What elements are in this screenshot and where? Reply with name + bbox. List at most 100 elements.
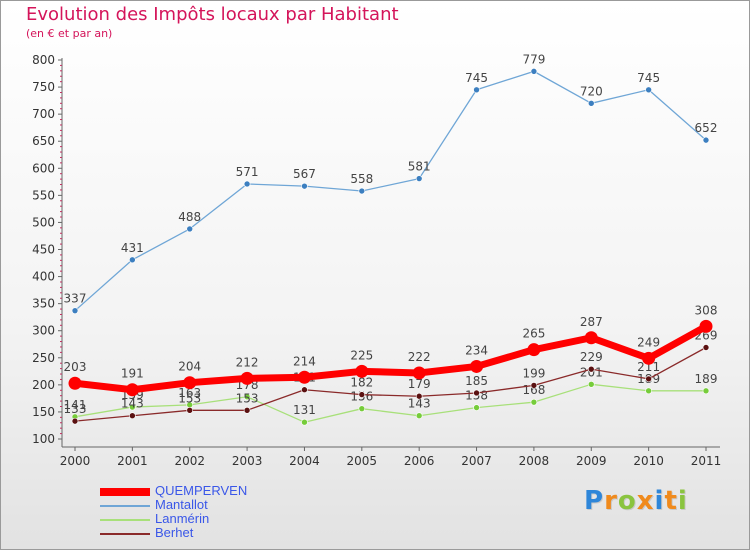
legend-swatch bbox=[100, 505, 150, 507]
data-point-quemperven bbox=[412, 366, 426, 380]
data-label-quemperven: 265 bbox=[522, 327, 545, 341]
data-point-berhet bbox=[186, 407, 194, 414]
data-point-lanm-rin bbox=[702, 387, 710, 395]
legend-item: Lanmérin bbox=[100, 511, 360, 527]
data-point-lanm-rin bbox=[243, 393, 251, 401]
data-label-mantallot: 745 bbox=[465, 71, 488, 85]
data-point-lanm-rin bbox=[645, 387, 652, 395]
series-line-lanm-rin bbox=[74, 383, 706, 423]
data-point-quemperven bbox=[240, 371, 254, 385]
data-label-quemperven: 225 bbox=[350, 348, 373, 362]
x-tick-label: 2007 bbox=[461, 454, 492, 468]
data-point-mantallot bbox=[645, 86, 652, 94]
x-tick-label: 2004 bbox=[289, 454, 320, 468]
data-label-quemperven: 234 bbox=[465, 343, 488, 357]
legend-label: Berhet bbox=[155, 525, 194, 540]
data-label-mantallot: 337 bbox=[64, 292, 87, 306]
x-tick-label: 2006 bbox=[404, 454, 435, 468]
y-tick-label: 500 bbox=[32, 215, 55, 229]
data-point-mantallot bbox=[71, 307, 79, 314]
logo-letter: o bbox=[617, 486, 637, 516]
data-label-mantallot: 567 bbox=[293, 167, 316, 181]
data-label-quemperven: 204 bbox=[178, 360, 201, 374]
data-point-berhet bbox=[243, 407, 251, 414]
data-point-quemperven bbox=[584, 331, 598, 345]
y-tick-label: 800 bbox=[32, 53, 55, 67]
legend-label: Lanmérin bbox=[155, 511, 210, 526]
data-point-berhet bbox=[587, 365, 595, 373]
data-point-mantallot bbox=[530, 68, 538, 75]
data-label-berhet: 182 bbox=[350, 376, 373, 390]
y-tick-label: 350 bbox=[32, 297, 55, 311]
data-label-berhet: 153 bbox=[178, 391, 201, 405]
data-label-berhet: 211 bbox=[637, 360, 660, 374]
data-point-lanm-rin bbox=[129, 403, 136, 411]
data-point-berhet bbox=[129, 412, 136, 420]
x-tick-label: 2000 bbox=[60, 454, 91, 468]
data-label-lanm-rin: 131 bbox=[293, 403, 316, 417]
series-line-quemperven bbox=[74, 323, 708, 394]
data-label-berhet: 143 bbox=[121, 397, 144, 411]
data-label-lanm-rin: 189 bbox=[695, 372, 718, 386]
data-point-lanm-rin bbox=[358, 405, 366, 412]
y-tick-label: 200 bbox=[32, 378, 55, 392]
x-tick-label: 2003 bbox=[232, 454, 263, 468]
data-point-berhet bbox=[415, 392, 423, 400]
data-point-lanm-rin bbox=[473, 404, 480, 411]
logo-letter: x bbox=[636, 486, 655, 516]
data-label-lanm-rin: 143 bbox=[408, 397, 431, 411]
data-point-mantallot bbox=[473, 86, 480, 94]
data-point-mantallot bbox=[129, 256, 136, 264]
data-label-mantallot: 558 bbox=[350, 172, 373, 186]
y-tick-label: 600 bbox=[32, 161, 55, 175]
y-tick-label: 750 bbox=[32, 80, 55, 94]
data-point-quemperven bbox=[527, 343, 541, 357]
logo-letter: P bbox=[584, 486, 605, 516]
data-point-quemperven bbox=[470, 359, 484, 373]
data-label-mantallot: 571 bbox=[236, 165, 259, 179]
data-point-quemperven bbox=[125, 383, 139, 397]
data-point-berhet bbox=[530, 382, 538, 389]
data-label-mantallot: 779 bbox=[522, 52, 545, 66]
legend-swatch bbox=[100, 488, 150, 496]
logo-letter: t bbox=[664, 486, 678, 516]
data-point-mantallot bbox=[301, 182, 308, 190]
data-point-mantallot bbox=[358, 187, 366, 195]
data-point-berhet bbox=[358, 391, 366, 398]
data-point-mantallot bbox=[587, 100, 595, 107]
series-line-berhet bbox=[74, 346, 707, 422]
legend-swatch bbox=[100, 519, 150, 521]
data-point-berhet bbox=[702, 344, 710, 351]
data-point-quemperven bbox=[297, 370, 311, 384]
data-point-quemperven bbox=[355, 364, 369, 378]
data-point-lanm-rin bbox=[530, 398, 538, 406]
x-tick-label: 2010 bbox=[633, 454, 664, 468]
y-tick-label: 100 bbox=[32, 432, 55, 446]
logo-letter: i bbox=[654, 486, 665, 516]
data-point-berhet bbox=[645, 375, 652, 383]
data-point-mantallot bbox=[243, 180, 251, 188]
data-point-mantallot bbox=[186, 225, 194, 233]
data-point-berhet bbox=[71, 417, 79, 425]
data-label-quemperven: 203 bbox=[64, 360, 87, 374]
data-label-quemperven: 212 bbox=[236, 355, 259, 369]
data-label-mantallot: 720 bbox=[580, 84, 603, 98]
data-point-lanm-rin bbox=[587, 381, 595, 388]
data-point-mantallot bbox=[702, 136, 710, 144]
legend-item: QUEMPERVEN bbox=[100, 483, 360, 499]
data-label-berhet: 199 bbox=[522, 366, 545, 380]
x-tick-label: 2005 bbox=[347, 454, 378, 468]
y-tick-label: 450 bbox=[32, 243, 55, 257]
legend-swatch bbox=[100, 533, 150, 535]
logo-letter: r bbox=[604, 486, 618, 516]
x-tick-label: 2011 bbox=[691, 454, 722, 468]
data-point-berhet bbox=[473, 389, 480, 397]
chart-subtitle: (en € et par an) bbox=[26, 27, 113, 40]
data-label-mantallot: 488 bbox=[178, 210, 201, 224]
data-label-mantallot: 431 bbox=[121, 241, 144, 255]
data-point-lanm-rin bbox=[301, 418, 308, 426]
data-label-mantallot: 745 bbox=[637, 71, 660, 85]
x-tick-label: 2002 bbox=[174, 454, 205, 468]
